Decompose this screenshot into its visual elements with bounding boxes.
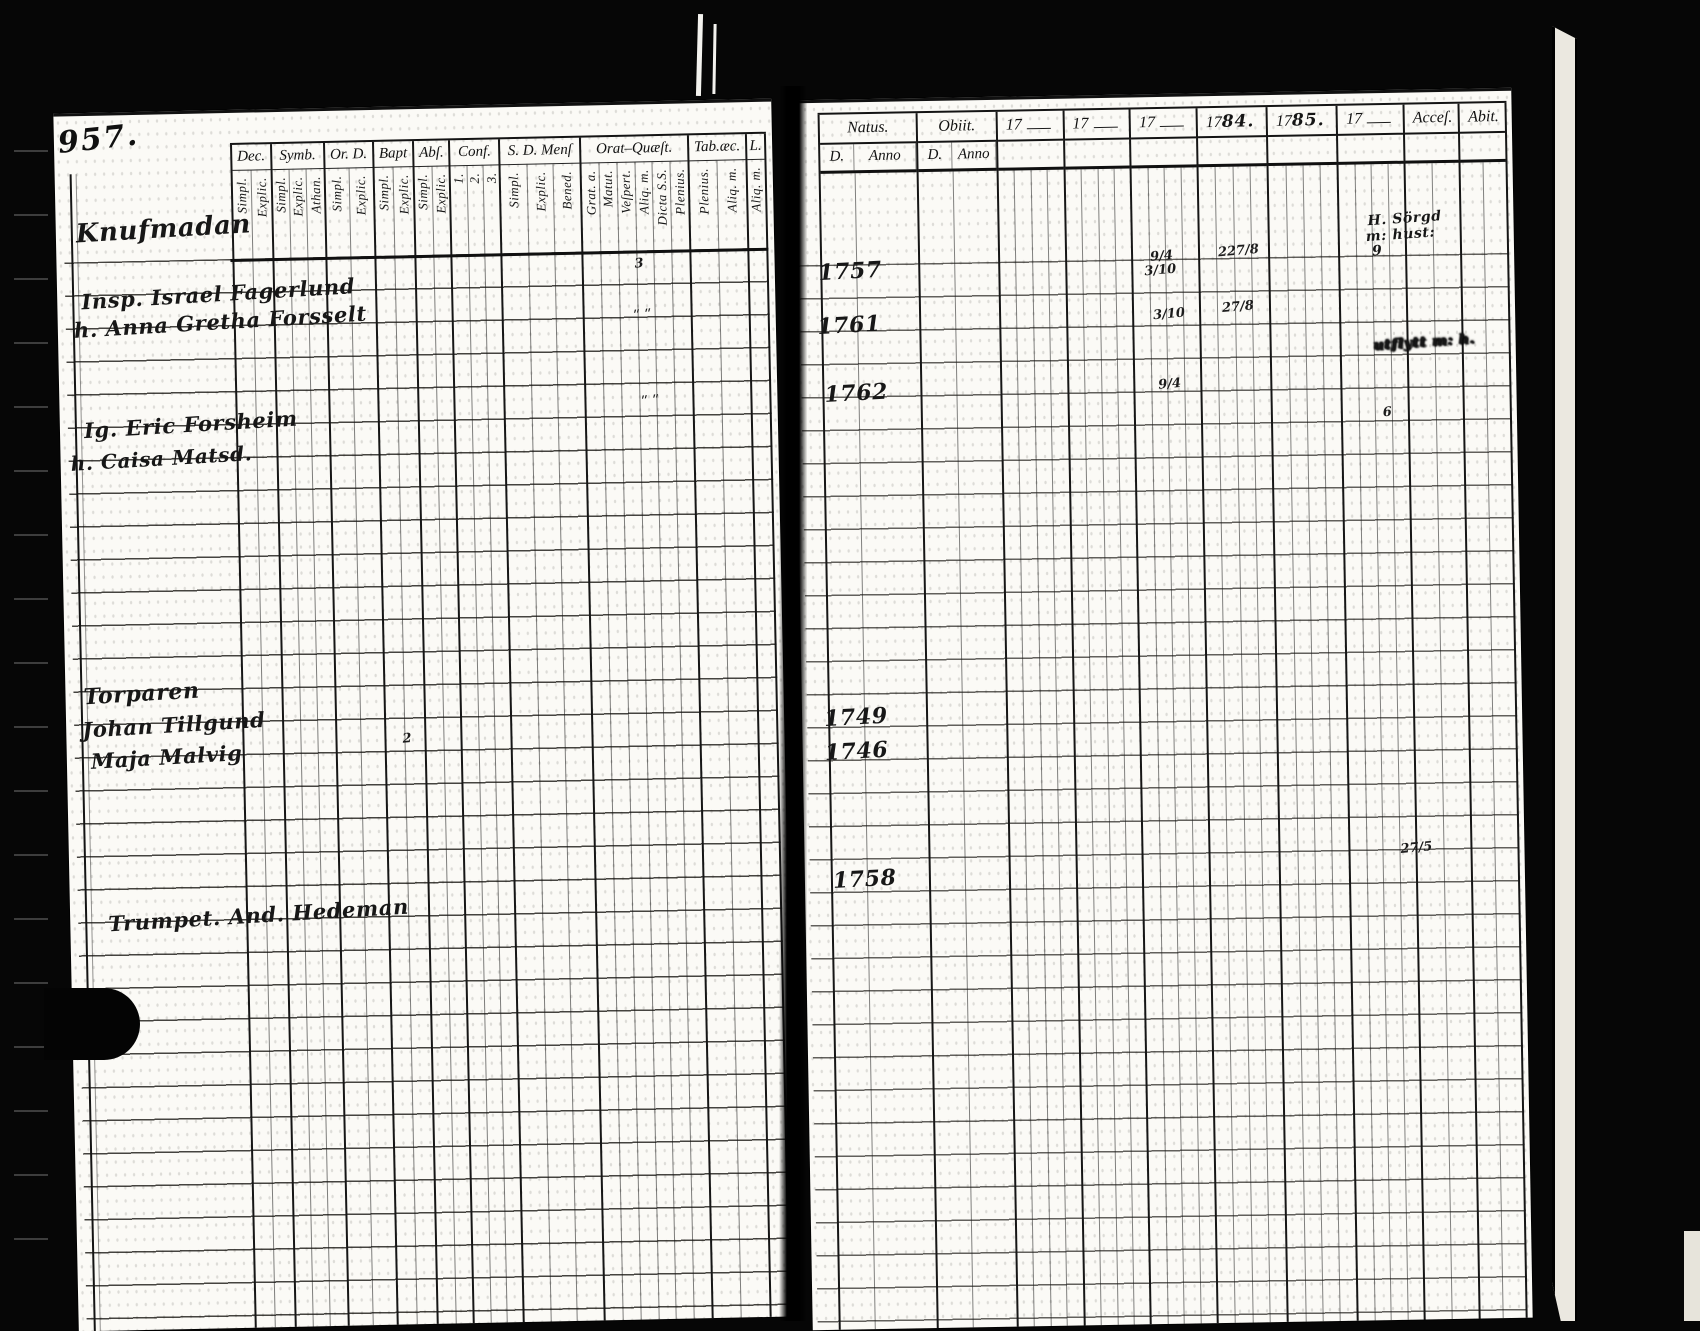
hand-mark: ʺ ʺ	[633, 307, 653, 325]
birth-year: 1762	[823, 378, 889, 409]
right-entries-layer: 1757 1761 1762 1749 1746 1758 9/4 3/10 227/8 3/10…	[791, 91, 1532, 1330]
scan-corner-patch	[1684, 1231, 1700, 1321]
hand-mark: ʺ ʺ	[640, 393, 661, 410]
left-page: 957. Dec. Simpl. Explic. Symb. Simpl. Explic.…	[53, 98, 797, 1331]
bookmark-string	[695, 13, 704, 97]
hand-mark: 227/8	[1217, 241, 1260, 261]
hand-mark: 3/10	[1152, 305, 1186, 324]
person-name: Maja Malvig	[90, 739, 244, 774]
left-entries-layer: Knufmadan Insp. Israel Fagerlund h. Anna G…	[53, 102, 796, 1331]
birth-year: 1749	[823, 702, 889, 733]
person-name: Johan Tillgund	[81, 706, 266, 743]
person-name: Trumpet. And. Hedeman	[107, 893, 410, 937]
birth-year: 1761	[816, 310, 882, 341]
hand-mark: 2	[401, 731, 413, 747]
hand-mark: 6	[1382, 404, 1393, 421]
hand-mark: 3	[633, 256, 645, 272]
person-name: h. Caisa Matsd.	[70, 441, 253, 476]
birth-year: 1758	[832, 864, 898, 894]
bookmark-string	[712, 23, 717, 95]
margin-annotation: utflytt m: h.	[1373, 330, 1476, 354]
hand-mark: 9/4	[1157, 375, 1182, 393]
birth-year: 1757	[817, 256, 883, 287]
hand-mark: 27/5	[1399, 839, 1433, 857]
margin-annotation: 9	[1371, 242, 1383, 260]
person-name: Ig. Eric Forsheim	[83, 405, 299, 444]
book-gutter	[779, 86, 807, 1321]
hand-mark: 27/8	[1221, 298, 1255, 316]
household-heading: Knufmadan	[75, 209, 252, 250]
page-edge-strip	[1552, 26, 1577, 1321]
margin-annotation: m: hust:	[1365, 224, 1436, 246]
hand-mark: 3/10	[1143, 261, 1177, 280]
right-page: Natus. D. Anno Obiit. D. Anno 17 17 17 1784. 1785.…	[791, 87, 1533, 1331]
scan-edge-texture	[14, 150, 48, 1270]
birth-year: 1746	[824, 736, 890, 767]
binding-clip	[44, 988, 140, 1060]
household-heading: Torparen	[82, 677, 201, 711]
